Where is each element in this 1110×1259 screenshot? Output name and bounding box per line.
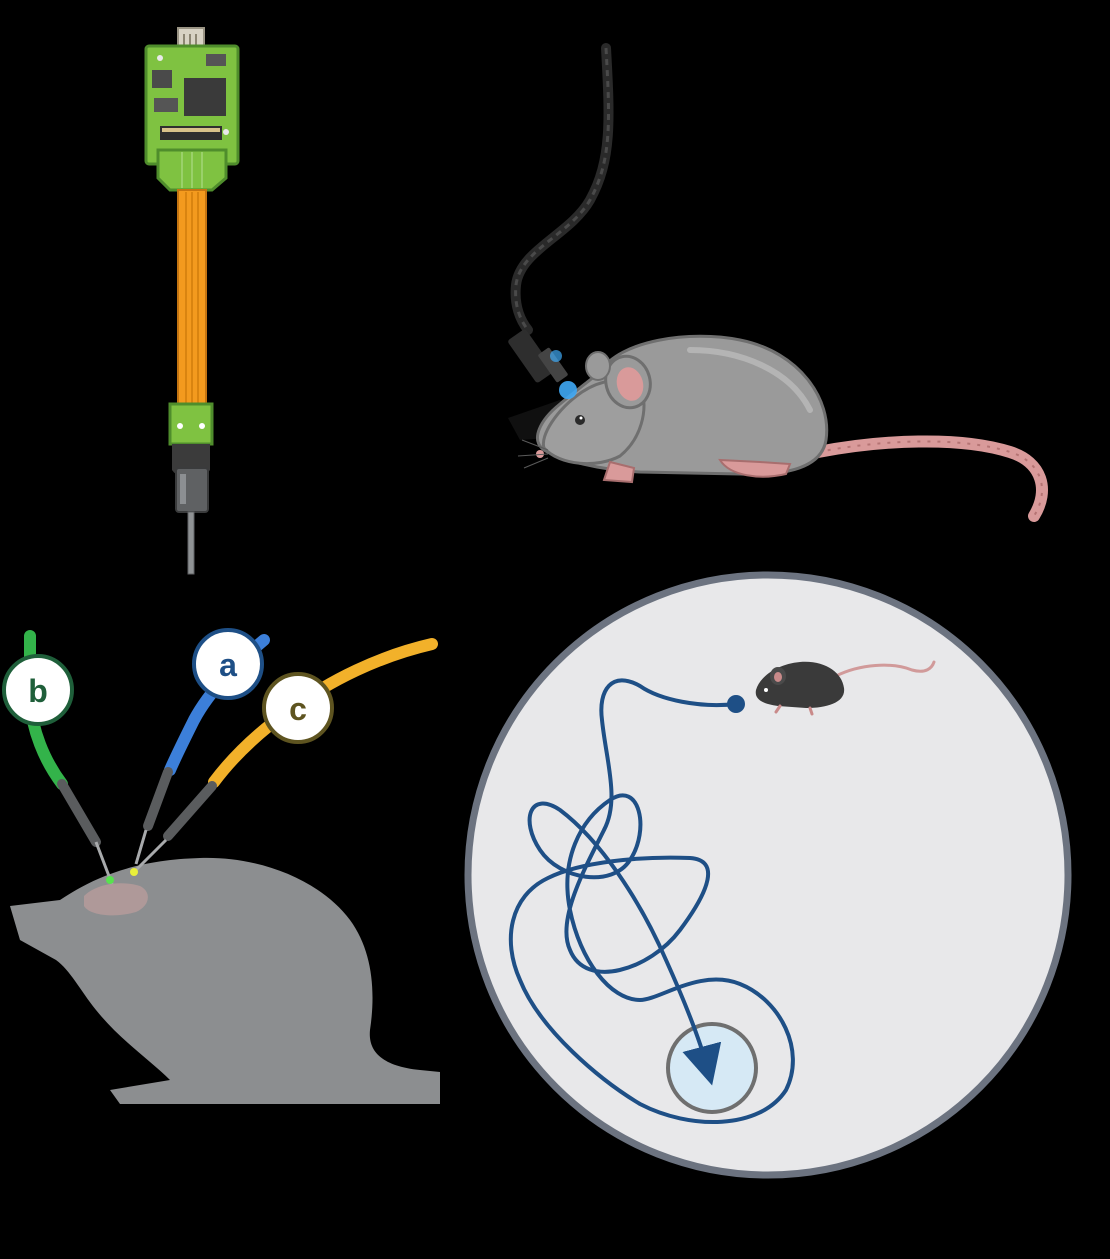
rat-eye <box>575 415 585 425</box>
probe-a-body <box>143 767 173 831</box>
probe-a-badge: a <box>192 628 264 700</box>
probe-a-label: a <box>219 647 237 683</box>
rat-whiskers <box>517 439 549 469</box>
target-platform <box>666 1022 758 1114</box>
arena <box>464 571 1072 1179</box>
rat-silhouette <box>10 857 440 1104</box>
main-chip <box>184 78 226 116</box>
probe-b-label: b <box>28 673 48 709</box>
probe-c-body <box>163 781 217 841</box>
tethered-rat-icon <box>508 43 1048 522</box>
rat-tail <box>812 435 1048 522</box>
implant-connector <box>508 329 554 383</box>
probe-b-badge: b <box>2 654 74 726</box>
mouse-tail <box>834 660 936 678</box>
swim-trajectory <box>508 678 795 1124</box>
headstage-probe-icon <box>144 27 240 575</box>
probe-c-label: c <box>289 691 307 727</box>
implant-led <box>559 381 577 399</box>
probe-b-body <box>57 779 101 847</box>
probe-a-shank <box>134 829 148 865</box>
arena-circle <box>464 571 1072 1179</box>
probe-c-badge: c <box>262 672 334 744</box>
rat-front-paw <box>602 460 636 484</box>
brain-region <box>84 883 148 916</box>
trajectory-start <box>727 695 745 713</box>
probe-c-shank <box>130 838 168 876</box>
regulator-chip <box>154 98 178 112</box>
rat-hind-paw <box>718 458 792 478</box>
probe-base <box>168 402 214 446</box>
small-chip <box>152 70 172 88</box>
black-mouse-icon <box>755 660 936 716</box>
probe-shank <box>187 511 195 575</box>
rat-silhouette-icon <box>10 857 440 1104</box>
